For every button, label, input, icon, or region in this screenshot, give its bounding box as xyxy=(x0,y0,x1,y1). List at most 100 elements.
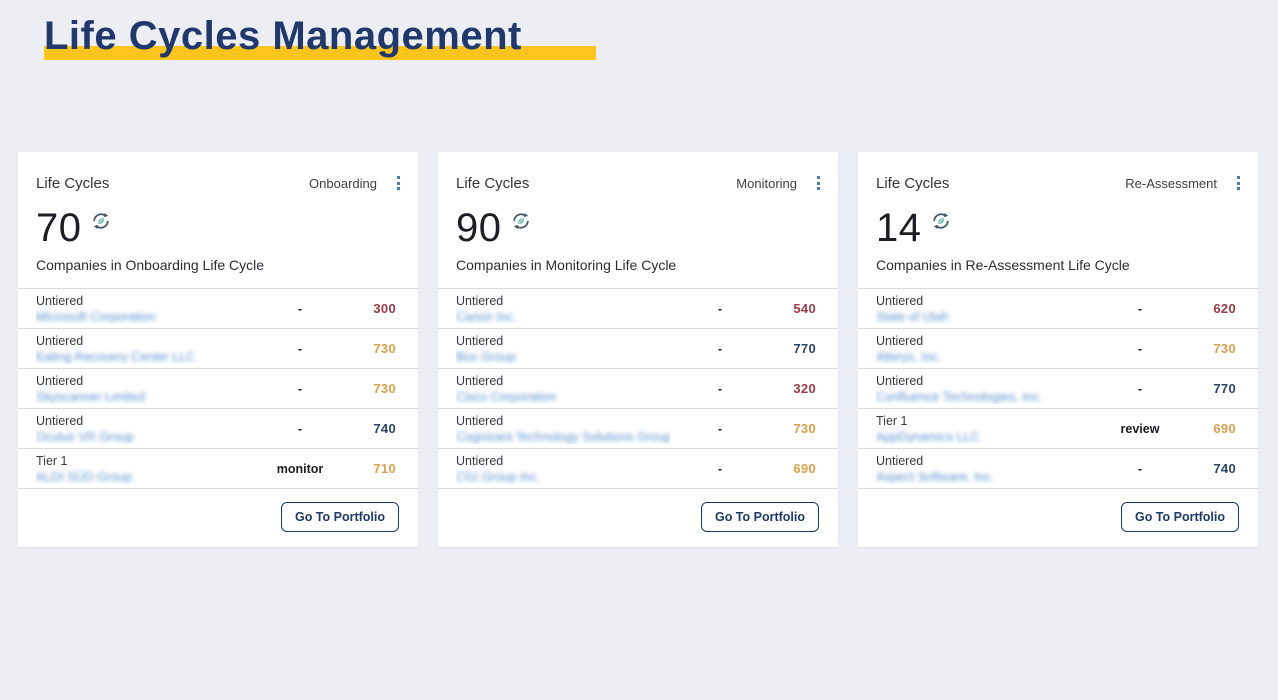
tier-label: Untiered xyxy=(876,293,924,308)
score-value: 740 xyxy=(373,421,396,436)
action-label: - xyxy=(297,381,303,396)
stage-label: Monitoring xyxy=(736,175,797,191)
score-value: 730 xyxy=(373,381,396,396)
company-link[interactable]: Canon Inc. xyxy=(456,309,517,324)
title-highlight-bar xyxy=(44,46,596,60)
score-value: 730 xyxy=(373,341,396,356)
table-row: Untiered CGI Group Inc. - 690 xyxy=(438,449,838,489)
score-value: 770 xyxy=(1213,381,1236,396)
tier-label: Untiered xyxy=(456,413,504,428)
kebab-menu-icon[interactable] xyxy=(813,174,824,192)
action-label: - xyxy=(717,461,723,476)
company-link[interactable]: ALDI SÜD Group xyxy=(36,469,132,484)
action-label: - xyxy=(297,301,303,316)
card-title: Life Cycles xyxy=(36,174,110,192)
tier-label: Tier 1 xyxy=(36,453,68,468)
table-row: Tier 1 AppDynamics LLC review 690 xyxy=(858,409,1258,449)
table-row: Untiered State of Utah - 620 xyxy=(858,289,1258,329)
company-link[interactable]: Box Group xyxy=(456,349,516,364)
company-link[interactable]: CGI Group Inc. xyxy=(456,469,541,484)
tier-label: Untiered xyxy=(36,333,84,348)
stage-label: Onboarding xyxy=(309,175,377,191)
action-label: - xyxy=(717,301,723,316)
tier-label: Untiered xyxy=(456,333,504,348)
table-row: Untiered Oculus VR Group - 740 xyxy=(18,409,418,449)
action-label: - xyxy=(717,341,723,356)
tier-label: Untiered xyxy=(36,373,84,388)
score-value: 540 xyxy=(793,301,816,316)
company-link[interactable]: Skyscanner Limited xyxy=(36,389,146,404)
action-label: - xyxy=(1137,301,1143,316)
card-title: Life Cycles xyxy=(876,174,950,192)
card-subtitle: Companies in Monitoring Life Cycle xyxy=(456,257,677,273)
company-link[interactable]: State of Utah xyxy=(876,309,949,324)
company-link[interactable]: Cognizant Technology Solutions Group xyxy=(456,429,670,444)
score-value: 740 xyxy=(1213,461,1236,476)
life-cycle-icon xyxy=(91,211,111,236)
card-onboarding: Life Cycles Onboarding 70 xyxy=(18,152,418,547)
table-row: Untiered Aspect Software, Inc. - 740 xyxy=(858,449,1258,489)
table-row: Untiered Cisco Corporation - 320 xyxy=(438,369,838,409)
score-value: 300 xyxy=(373,301,396,316)
company-link[interactable]: Confluence Technologies, Inc. xyxy=(876,389,1043,404)
score-value: 710 xyxy=(373,461,396,476)
action-label: - xyxy=(297,341,303,356)
table-row: Untiered Cognizant Technology Solutions … xyxy=(438,409,838,449)
life-cycle-icon xyxy=(511,211,531,236)
go-to-portfolio-button[interactable]: Go To Portfolio xyxy=(700,502,819,532)
card-re-assessment: Life Cycles Re-Assessment 14 xyxy=(858,152,1258,547)
tier-label: Untiered xyxy=(36,293,84,308)
action-label: - xyxy=(297,421,303,436)
tier-label: Untiered xyxy=(456,373,504,388)
table-row: Untiered Skyscanner Limited - 730 xyxy=(18,369,418,409)
tier-label: Untiered xyxy=(456,453,504,468)
tier-label: Untiered xyxy=(36,413,84,428)
company-link[interactable]: Eating Recovery Center LLC xyxy=(36,349,196,364)
stage-label: Re-Assessment xyxy=(1125,175,1217,191)
go-to-portfolio-button[interactable]: Go To Portfolio xyxy=(1120,502,1239,532)
go-to-portfolio-button[interactable]: Go To Portfolio xyxy=(280,502,399,532)
company-link[interactable]: Oculus VR Group xyxy=(36,429,134,444)
company-link[interactable]: Aspect Software, Inc. xyxy=(876,469,995,484)
card-title: Life Cycles xyxy=(456,174,530,192)
company-count: 70 xyxy=(36,206,82,250)
kebab-menu-icon[interactable] xyxy=(1233,174,1244,192)
action-label: review xyxy=(1120,421,1160,436)
card-subtitle: Companies in Onboarding Life Cycle xyxy=(36,257,265,273)
tier-label: Tier 1 xyxy=(876,413,908,428)
company-count: 14 xyxy=(876,206,922,250)
company-count: 90 xyxy=(456,206,502,250)
tier-label: Untiered xyxy=(876,333,924,348)
tier-label: Untiered xyxy=(876,453,924,468)
company-link[interactable]: Alteryx, Inc. xyxy=(876,349,942,364)
action-label: - xyxy=(717,421,723,436)
table-row: Untiered Canon Inc. - 540 xyxy=(438,289,838,329)
kebab-menu-icon[interactable] xyxy=(393,174,404,192)
action-label: - xyxy=(1137,461,1143,476)
action-label: - xyxy=(1137,381,1143,396)
page-title: Life Cycles Management xyxy=(44,14,522,58)
table-row: Tier 1 ALDI SÜD Group monitor 710 xyxy=(18,449,418,489)
action-label: monitor xyxy=(276,461,324,476)
life-cycle-icon xyxy=(931,211,951,236)
table-row: Untiered Confluence Technologies, Inc. -… xyxy=(858,369,1258,409)
company-link[interactable]: AppDynamics LLC xyxy=(876,429,980,444)
page-header: Life Cycles Management xyxy=(44,12,596,60)
company-table: Untiered State of Utah - 620 Untiered Al… xyxy=(858,288,1258,489)
score-value: 730 xyxy=(1213,341,1236,356)
score-value: 770 xyxy=(793,341,816,356)
company-link[interactable]: Cisco Corporation xyxy=(456,389,557,404)
card-monitoring: Life Cycles Monitoring 90 xyxy=(438,152,838,547)
action-label: - xyxy=(717,381,723,396)
score-value: 730 xyxy=(793,421,816,436)
score-value: 690 xyxy=(793,461,816,476)
card-subtitle: Companies in Re-Assessment Life Cycle xyxy=(876,257,1130,273)
score-value: 620 xyxy=(1213,301,1236,316)
company-link[interactable]: Microsoft Corporation xyxy=(36,309,156,324)
action-label: - xyxy=(1137,341,1143,356)
life-cycle-cards: Life Cycles Onboarding 70 xyxy=(18,152,1258,547)
score-value: 690 xyxy=(1213,421,1236,436)
company-table: Untiered Canon Inc. - 540 Untiered Box G… xyxy=(438,288,838,489)
table-row: Untiered Eating Recovery Center LLC - 73… xyxy=(18,329,418,369)
tier-label: Untiered xyxy=(456,293,504,308)
